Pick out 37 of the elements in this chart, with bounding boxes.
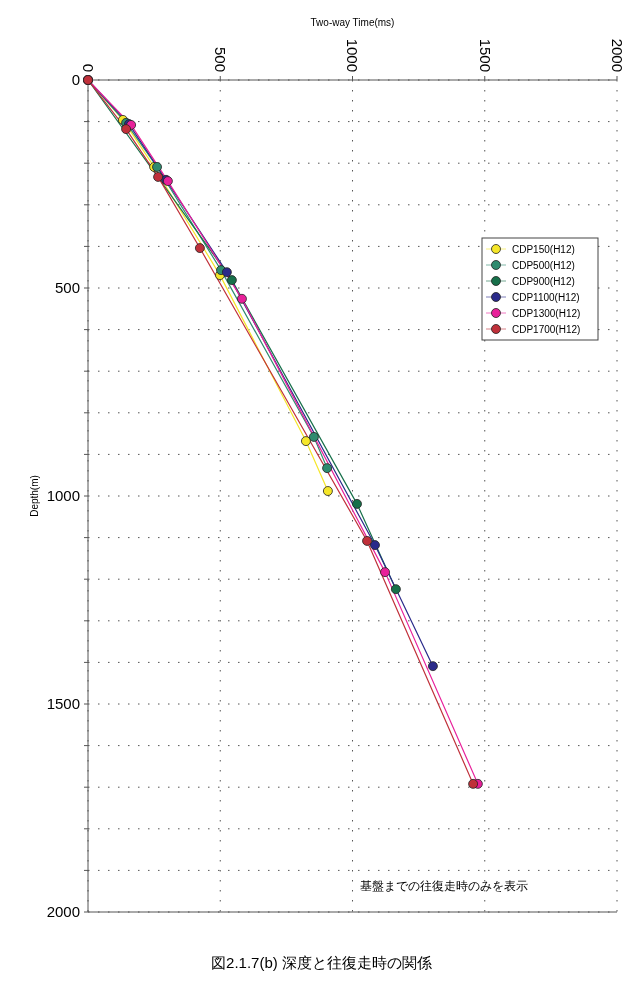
legend-label: CDP1100(H12) bbox=[512, 291, 580, 303]
y-tick-label: 2000 bbox=[46, 903, 80, 921]
x-axis-title: Two-way Time(ms) bbox=[310, 17, 395, 28]
point bbox=[323, 486, 333, 496]
legend-label: CDP500(H12) bbox=[512, 259, 575, 271]
point bbox=[380, 567, 390, 578]
x-tick-label: 1000 bbox=[344, 38, 362, 72]
y-tick-label: 0 bbox=[71, 71, 80, 89]
point bbox=[194, 243, 205, 253]
point bbox=[308, 432, 319, 442]
point bbox=[352, 499, 362, 509]
legend-label: CDP1300(H12) bbox=[512, 307, 581, 319]
x-tick-label: 1500 bbox=[476, 38, 494, 72]
point bbox=[226, 275, 237, 285]
point bbox=[237, 293, 247, 304]
x-tick-label: 0 bbox=[79, 63, 97, 72]
point bbox=[428, 661, 438, 672]
point bbox=[121, 124, 131, 134]
point bbox=[370, 540, 380, 550]
x-tick-label: 500 bbox=[212, 46, 229, 72]
text: 図2.1.7(b) 深度と往復走時の関係 bbox=[211, 954, 432, 971]
y-tick-label: 1000 bbox=[46, 487, 80, 505]
y-tick-label: 500 bbox=[54, 279, 80, 297]
point bbox=[362, 536, 372, 546]
y-axis-title: Depth(m) bbox=[29, 475, 40, 517]
legend-label: CDP150(H12) bbox=[512, 243, 575, 255]
y-tick-label: 1500 bbox=[46, 695, 80, 713]
annotation: 基盤までの往復走時のみを表示 bbox=[360, 879, 528, 893]
point bbox=[468, 778, 479, 789]
point bbox=[390, 584, 401, 595]
point bbox=[322, 463, 333, 474]
legend-label: CDP900(H12) bbox=[512, 275, 575, 287]
point bbox=[221, 267, 232, 278]
point bbox=[301, 436, 311, 446]
legend-label: CDP1700(H12) bbox=[512, 323, 581, 335]
point bbox=[153, 172, 163, 182]
x-tick-label: 2000 bbox=[608, 38, 626, 72]
